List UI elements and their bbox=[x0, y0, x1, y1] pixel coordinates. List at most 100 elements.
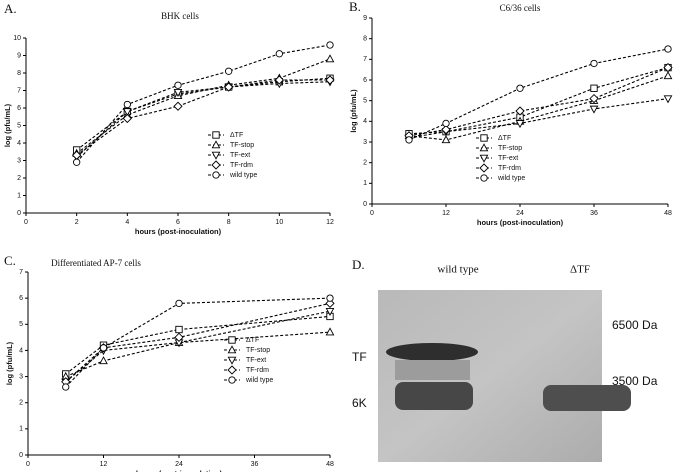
x-tick-label: 36 bbox=[251, 461, 259, 468]
legend-marker bbox=[212, 171, 220, 179]
legend-marker bbox=[480, 174, 488, 182]
band-label: 6K bbox=[352, 396, 367, 410]
x-tick-label: 10 bbox=[275, 219, 283, 226]
x-tick-label: 0 bbox=[370, 210, 374, 217]
marker bbox=[325, 54, 335, 63]
legend-label: TF-rdm bbox=[498, 165, 521, 172]
series-line bbox=[76, 58, 331, 154]
y-tick-label: 6 bbox=[363, 77, 367, 84]
x-tick-label: 36 bbox=[590, 210, 598, 217]
x-tick-label: 8 bbox=[227, 219, 231, 226]
y-tick-label: 4 bbox=[19, 347, 23, 354]
band-6k-dtf bbox=[543, 385, 631, 411]
lane-label: wild type bbox=[437, 264, 478, 276]
x-tick-label: 48 bbox=[326, 461, 334, 468]
legend-label: ΔTF bbox=[498, 135, 511, 142]
legend-marker bbox=[211, 151, 221, 160]
size-marker: 6500 Da bbox=[612, 318, 658, 332]
legend-marker bbox=[479, 163, 489, 173]
legend-marker bbox=[212, 131, 220, 139]
panel-label: B. bbox=[349, 0, 361, 14]
marker bbox=[99, 344, 108, 352]
x-tick-label: 4 bbox=[125, 219, 129, 226]
marker bbox=[175, 325, 183, 334]
y-tick-label: 4 bbox=[17, 140, 21, 147]
y-tick-label: 5 bbox=[363, 98, 367, 105]
legend-marker bbox=[227, 356, 237, 365]
y-tick-label: 1 bbox=[19, 426, 23, 433]
marker bbox=[441, 124, 451, 135]
y-axis-label: log (pfu/mL) bbox=[349, 89, 358, 133]
smear bbox=[395, 360, 470, 380]
x-tick-label: 6 bbox=[176, 219, 180, 226]
legend-marker bbox=[211, 160, 221, 170]
series-line bbox=[65, 331, 331, 378]
y-tick-label: 9 bbox=[363, 15, 367, 22]
marker bbox=[326, 294, 334, 302]
marker bbox=[442, 119, 450, 128]
legend-label: ΔTF bbox=[246, 337, 259, 344]
marker bbox=[589, 105, 599, 114]
marker bbox=[174, 81, 182, 89]
marker bbox=[99, 356, 108, 365]
chart-title: BHK cells bbox=[161, 11, 199, 21]
y-tick-label: 7 bbox=[19, 269, 23, 276]
legend-marker bbox=[227, 345, 237, 354]
marker bbox=[516, 84, 524, 92]
size-marker: 3500 Da bbox=[612, 374, 658, 388]
legend-marker bbox=[479, 154, 489, 163]
legend-label: TF-rdm bbox=[246, 367, 269, 374]
legend-label: TF-rdm bbox=[230, 162, 253, 169]
marker bbox=[405, 136, 413, 144]
y-tick-label: 3 bbox=[17, 157, 21, 164]
marker bbox=[174, 332, 184, 342]
legend-marker bbox=[227, 365, 237, 375]
panel-label: D. bbox=[352, 257, 365, 272]
y-tick-label: 7 bbox=[363, 56, 367, 63]
marker bbox=[326, 41, 334, 49]
y-tick-label: 1 bbox=[363, 180, 367, 187]
band-label: TF bbox=[352, 350, 367, 364]
legend-marker bbox=[228, 376, 236, 384]
chart-title: Differentiated AP-7 cells bbox=[51, 258, 141, 268]
legend-marker bbox=[480, 134, 488, 142]
series-line bbox=[65, 297, 331, 388]
y-tick-label: 5 bbox=[19, 321, 23, 328]
y-tick-label: 4 bbox=[363, 118, 367, 125]
legend-marker bbox=[211, 140, 221, 149]
y-tick-label: 2 bbox=[363, 160, 367, 167]
y-axis-label: log (pfu/mL) bbox=[5, 341, 14, 385]
x-tick-label: 0 bbox=[26, 461, 30, 468]
legend-label: wild type bbox=[245, 377, 273, 384]
marker bbox=[73, 158, 81, 166]
y-tick-label: 0 bbox=[363, 201, 367, 208]
chart-title: C6/36 cells bbox=[500, 3, 541, 13]
series-line bbox=[76, 81, 331, 158]
marker bbox=[122, 108, 132, 117]
marker bbox=[325, 75, 335, 85]
y-tick-label: 8 bbox=[17, 70, 21, 77]
x-tick-label: 24 bbox=[516, 210, 524, 217]
series-line bbox=[408, 67, 669, 137]
y-tick-label: 2 bbox=[17, 175, 21, 182]
x-tick-label: 12 bbox=[442, 210, 450, 217]
lane-label: ΔTF bbox=[570, 264, 590, 276]
legend-label: TF-stop bbox=[246, 347, 270, 354]
y-axis-label: log (pfu/mL) bbox=[3, 103, 12, 147]
x-tick-label: 24 bbox=[175, 461, 183, 468]
series-line bbox=[65, 310, 331, 383]
legend-label: wild type bbox=[497, 175, 525, 182]
marker bbox=[590, 59, 598, 68]
legend-label: TF-stop bbox=[230, 142, 254, 149]
x-tick-label: 12 bbox=[100, 461, 108, 468]
series-line bbox=[65, 302, 331, 383]
series-line bbox=[76, 44, 331, 163]
y-tick-label: 5 bbox=[17, 122, 21, 129]
y-tick-label: 10 bbox=[13, 35, 21, 42]
marker bbox=[173, 88, 183, 97]
band-tf bbox=[386, 343, 478, 361]
